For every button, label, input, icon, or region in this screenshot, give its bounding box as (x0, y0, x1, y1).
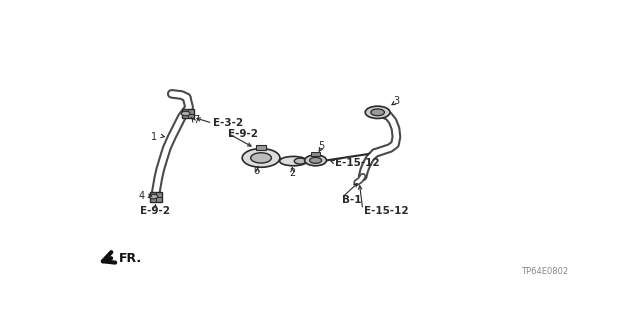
Text: 1: 1 (151, 132, 157, 142)
Circle shape (242, 148, 280, 167)
Text: FR.: FR. (118, 252, 142, 265)
Text: 6: 6 (253, 166, 259, 176)
Text: B-1: B-1 (342, 195, 362, 205)
Circle shape (371, 109, 385, 116)
FancyBboxPatch shape (255, 145, 266, 150)
Circle shape (305, 155, 326, 166)
Circle shape (251, 153, 271, 163)
FancyBboxPatch shape (150, 192, 162, 202)
Text: 7: 7 (193, 115, 199, 125)
Text: 4: 4 (138, 191, 145, 201)
Text: E-9-2: E-9-2 (140, 206, 170, 216)
Text: E-15-12: E-15-12 (364, 206, 408, 216)
Text: 5: 5 (319, 140, 324, 151)
Text: 3: 3 (394, 96, 399, 106)
Circle shape (310, 157, 322, 163)
FancyBboxPatch shape (182, 108, 194, 118)
Text: E-9-2: E-9-2 (228, 130, 258, 140)
Text: 2: 2 (289, 168, 296, 178)
Circle shape (365, 106, 390, 118)
Circle shape (294, 158, 306, 164)
FancyBboxPatch shape (311, 152, 320, 156)
Text: E-15-12: E-15-12 (335, 158, 380, 168)
Circle shape (149, 194, 158, 199)
Ellipse shape (280, 156, 307, 166)
Text: E-3-2: E-3-2 (213, 118, 243, 128)
Text: TP64E0802: TP64E0802 (522, 267, 568, 276)
Circle shape (181, 111, 190, 116)
